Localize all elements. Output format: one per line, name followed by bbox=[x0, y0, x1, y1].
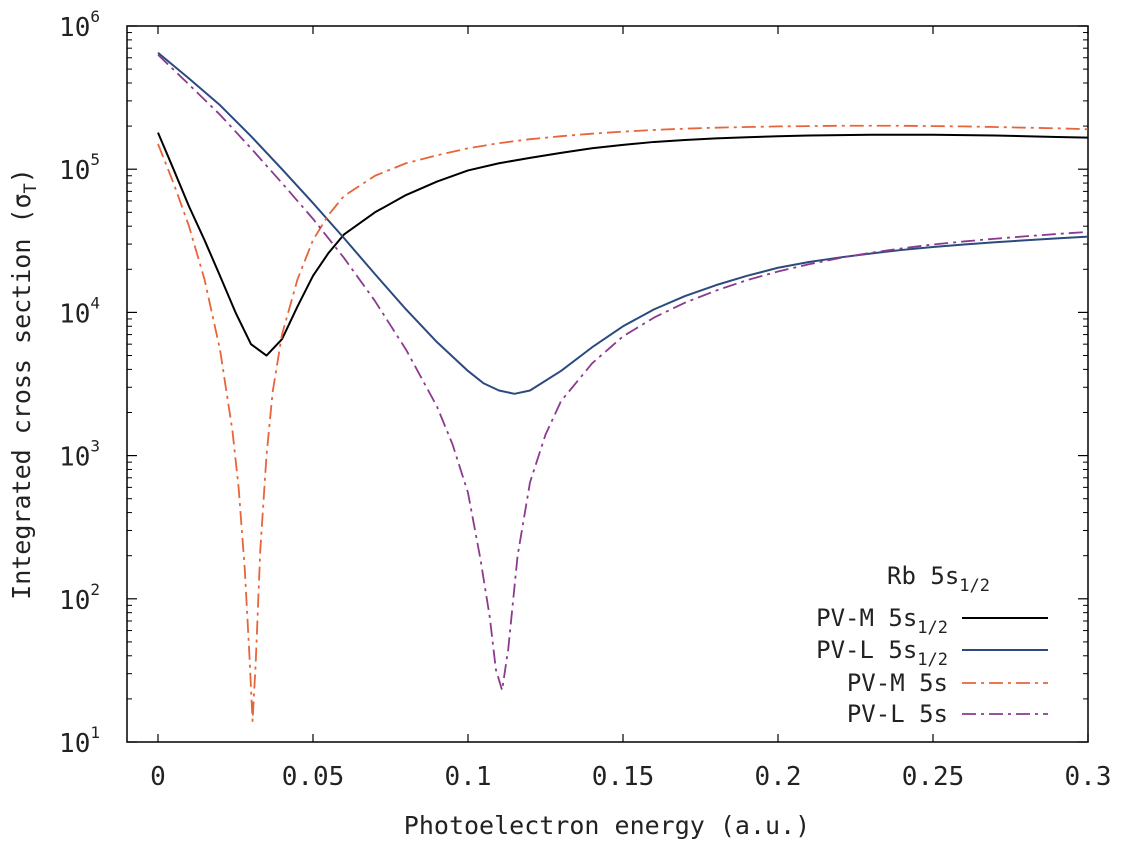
series-layer bbox=[157, 52, 1088, 722]
legend-entry-main: PV-L 5s bbox=[816, 636, 917, 664]
y-tick-label-base: 10 bbox=[59, 299, 90, 329]
series-line-2 bbox=[157, 52, 1088, 395]
x-tick-label: 0.15 bbox=[592, 762, 655, 792]
y-tick-label-base: 10 bbox=[59, 729, 90, 759]
legend-entry-label: PV-L 5s bbox=[847, 700, 948, 728]
series-line-3 bbox=[157, 124, 1088, 722]
y-tick-label: 105 bbox=[59, 150, 100, 186]
y-tick-label: 106 bbox=[59, 7, 100, 43]
y-tick-label-base: 10 bbox=[59, 13, 90, 43]
y-tick-label-exponent: 4 bbox=[90, 293, 100, 312]
legend-entry-label: PV-L 5s1/2 bbox=[816, 636, 948, 670]
y-tick-label-base: 10 bbox=[59, 586, 90, 616]
y-axis-label-main: Integrated cross section (σ bbox=[7, 193, 36, 599]
x-tick-label: 0.3 bbox=[1065, 762, 1112, 792]
x-tick-label: 0 bbox=[150, 762, 166, 792]
y-tick-label-exponent: 5 bbox=[90, 150, 100, 169]
legend: Rb 5s1/2 PV-M 5s1/2PV-L 5s1/2PV-M 5sPV-L… bbox=[816, 562, 1048, 728]
x-axis-label: Photoelectron energy (a.u.) bbox=[404, 811, 810, 840]
legend-entry-main: PV-L 5s bbox=[847, 700, 948, 728]
legend-entry-main: PV-M 5s bbox=[847, 669, 948, 697]
x-axis-ticks: 0 0.05 0.1 0.15 0.2 0.25 0.3 bbox=[150, 26, 1111, 792]
legend-entry-label: PV-M 5s bbox=[847, 669, 948, 697]
legend-title: Rb 5s1/2 bbox=[887, 562, 990, 596]
y-tick-label-exponent: 3 bbox=[90, 437, 100, 456]
y-axis-label-subscript: T bbox=[21, 183, 41, 193]
legend-title-main: Rb 5s bbox=[887, 562, 959, 590]
y-tick-label: 103 bbox=[59, 437, 100, 473]
plot-frame bbox=[126, 25, 1089, 743]
y-axis-label-close: ) bbox=[7, 168, 36, 183]
y-axis-label: Integrated cross section (σT) bbox=[7, 168, 41, 600]
y-tick-label-exponent: 1 bbox=[90, 723, 100, 742]
legend-entry-subscript: 1/2 bbox=[917, 650, 948, 670]
x-tick-label: 0.05 bbox=[282, 762, 345, 792]
y-tick-label-exponent: 6 bbox=[90, 7, 100, 26]
y-tick-label: 101 bbox=[59, 723, 100, 759]
y-tick-label-base: 10 bbox=[59, 443, 90, 473]
y-tick-label: 102 bbox=[59, 580, 100, 616]
x-tick-label: 0.25 bbox=[902, 762, 965, 792]
legend-entry-main: PV-M 5s bbox=[816, 604, 917, 632]
x-tick-label: 0.1 bbox=[445, 762, 492, 792]
series-line-4 bbox=[157, 54, 1088, 692]
y-tick-label-base: 10 bbox=[59, 156, 90, 186]
x-tick-label: 0.2 bbox=[755, 762, 802, 792]
legend-title-subscript: 1/2 bbox=[959, 576, 990, 596]
y-tick-label: 104 bbox=[59, 293, 100, 329]
legend-entry-label: PV-M 5s1/2 bbox=[816, 604, 948, 638]
series-line-1 bbox=[157, 132, 1088, 357]
y-tick-label-exponent: 2 bbox=[90, 580, 100, 599]
legend-entry-subscript: 1/2 bbox=[917, 618, 948, 638]
